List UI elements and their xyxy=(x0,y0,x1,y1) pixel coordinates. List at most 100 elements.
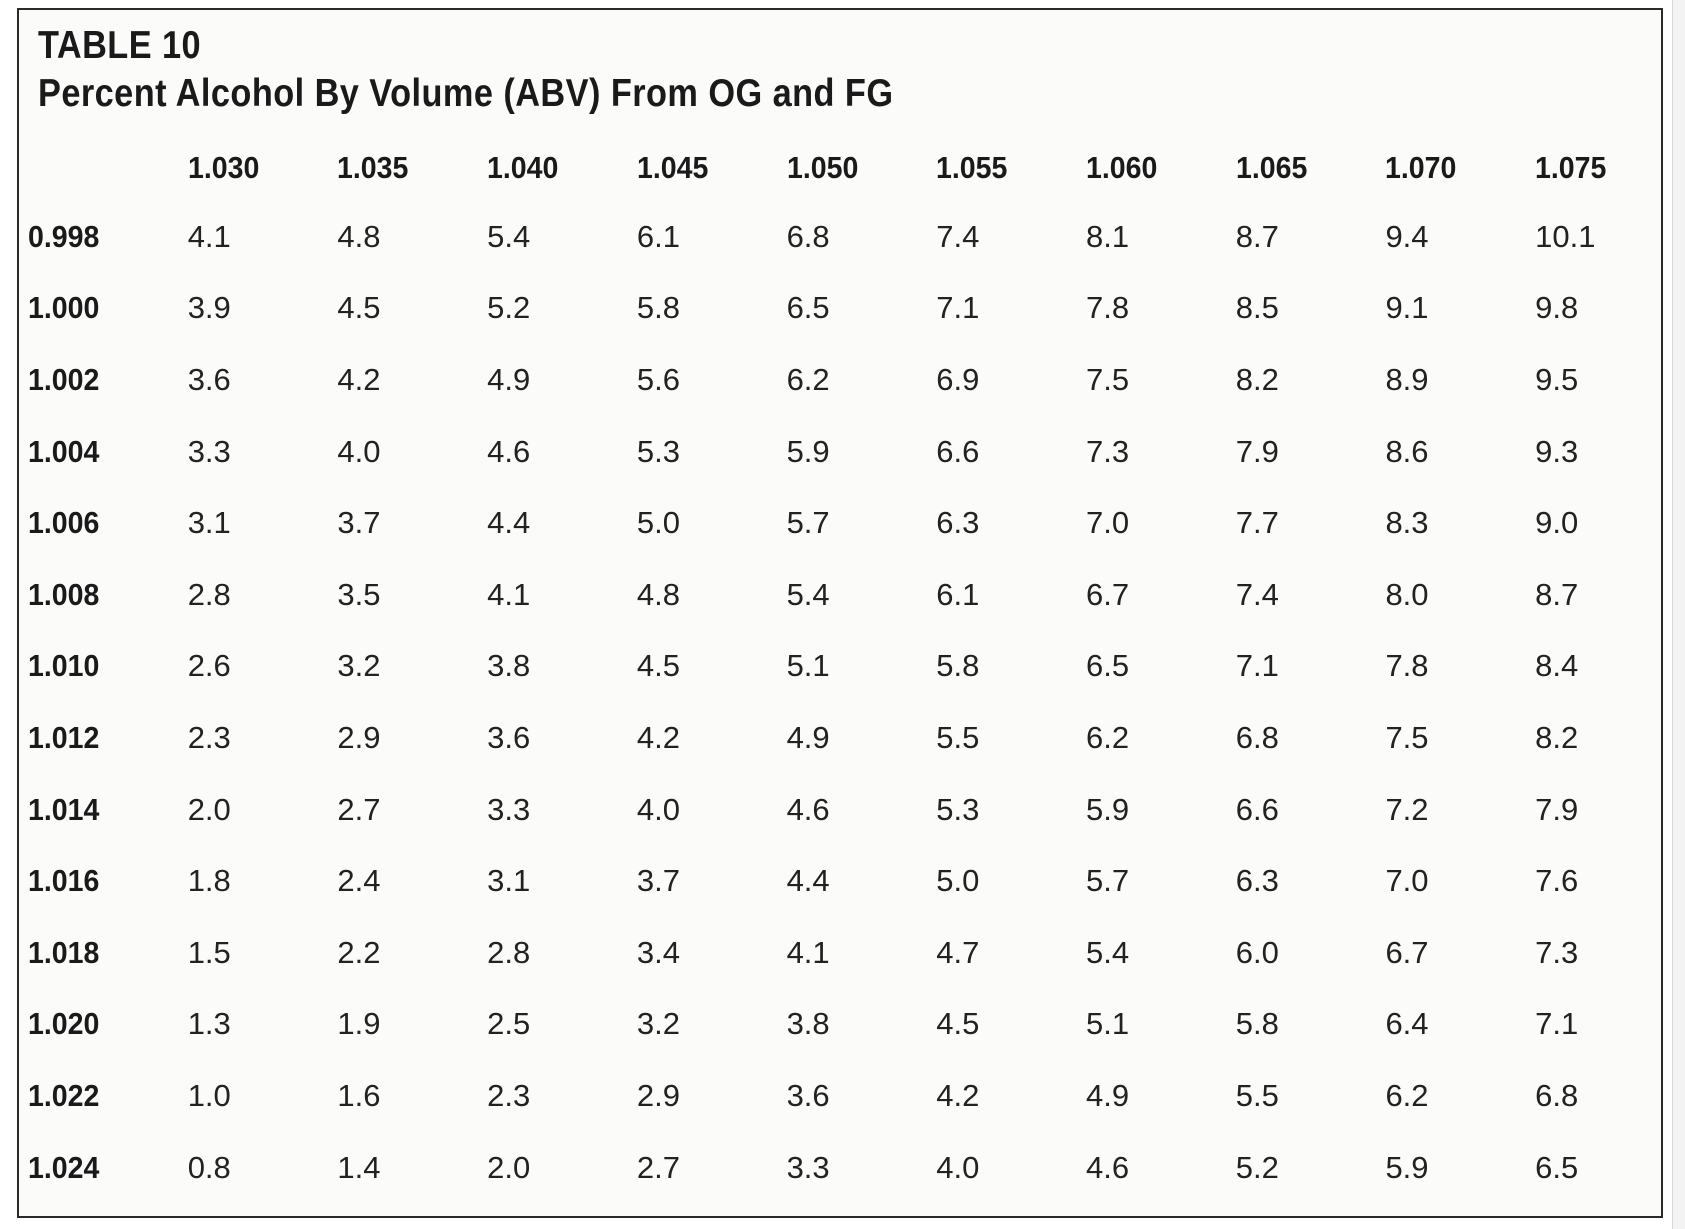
abv-cell: 7.6 xyxy=(1535,863,1579,899)
abv-cell: 7.7 xyxy=(1235,505,1279,541)
abv-cell: 8.7 xyxy=(1535,576,1579,612)
abv-cell: 7.1 xyxy=(1235,648,1279,684)
abv-cell: 7.4 xyxy=(936,218,980,254)
abv-cell: 6.2 xyxy=(1385,1077,1429,1113)
abv-cell: 9.5 xyxy=(1535,361,1579,397)
abv-cell: 6.9 xyxy=(936,361,980,397)
table-row: 1.006 3.1 3.7 4.4 5.0 5.7 6.3 7.0 7.7 8.3 9.0 xyxy=(28,487,1685,559)
abv-cell: 3.6 xyxy=(187,361,231,397)
abv-cell: 1.6 xyxy=(337,1077,381,1113)
abv-cell: 4.6 xyxy=(786,791,830,827)
abv-cell: 5.4 xyxy=(1086,934,1130,970)
abv-cell: 6.3 xyxy=(936,505,980,541)
row-header-fg: 1.012 xyxy=(28,719,100,755)
table-frame xyxy=(17,8,1663,1218)
abv-cell: 5.9 xyxy=(1385,1149,1429,1185)
abv-cell: 4.9 xyxy=(1086,1077,1130,1113)
abv-cell: 2.8 xyxy=(487,934,531,970)
abv-cell: 4.9 xyxy=(487,361,531,397)
abv-cell: 3.6 xyxy=(786,1077,830,1113)
abv-cell: 5.3 xyxy=(636,433,680,469)
table-row: 1.000 3.9 4.5 5.2 5.8 6.5 7.1 7.8 8.5 9.1 9.8 xyxy=(28,273,1685,345)
abv-cell: 8.0 xyxy=(1385,576,1429,612)
abv-cell: 5.7 xyxy=(1086,863,1130,899)
abv-cell: 9.0 xyxy=(1535,505,1579,541)
abv-cell: 5.2 xyxy=(1235,1149,1279,1185)
abv-cell: 8.1 xyxy=(1086,218,1130,254)
abv-cell: 6.8 xyxy=(1235,719,1279,755)
abv-cell: 6.7 xyxy=(1385,934,1429,970)
row-header-fg: 1.002 xyxy=(28,361,100,397)
abv-cell: 4.4 xyxy=(487,505,531,541)
column-header-og: 1.065 xyxy=(1235,150,1308,185)
table-row: 1.008 2.8 3.5 4.1 4.8 5.4 6.1 6.7 7.4 8.0 8.7 xyxy=(28,559,1685,631)
abv-cell: 5.0 xyxy=(636,505,680,541)
abv-cell: 0.8 xyxy=(187,1149,231,1185)
abv-cell: 2.4 xyxy=(337,863,381,899)
table-row: 1.004 3.3 4.0 4.6 5.3 5.9 6.6 7.3 7.9 8.6 9.3 xyxy=(28,416,1685,488)
abv-cell: 6.2 xyxy=(786,361,830,397)
abv-cell: 5.6 xyxy=(636,361,680,397)
abv-cell: 9.4 xyxy=(1385,218,1429,254)
abv-cell: 2.7 xyxy=(636,1149,680,1185)
abv-cell: 4.5 xyxy=(337,290,381,326)
abv-cell: 5.7 xyxy=(786,505,830,541)
abv-cell: 7.8 xyxy=(1385,648,1429,684)
table-row: 1.024 0.8 1.4 2.0 2.7 3.3 4.0 4.6 5.2 5.9 6.5 xyxy=(28,1132,1685,1204)
abv-cell: 7.3 xyxy=(1086,433,1130,469)
row-header-fg: 1.018 xyxy=(28,934,100,970)
table-row: 1.010 2.6 3.2 3.8 4.5 5.1 5.8 6.5 7.1 7.8 8.4 xyxy=(28,631,1685,703)
abv-cell: 5.5 xyxy=(1235,1077,1279,1113)
abv-cell: 4.1 xyxy=(786,934,830,970)
abv-cell: 10.1 xyxy=(1535,218,1596,254)
abv-cell: 1.9 xyxy=(337,1006,381,1042)
abv-cell: 2.7 xyxy=(337,791,381,827)
abv-cell: 5.0 xyxy=(936,863,980,899)
column-header-og: 1.030 xyxy=(187,150,260,185)
row-header-fg: 1.016 xyxy=(28,863,100,899)
abv-cell: 3.2 xyxy=(636,1006,680,1042)
abv-cell: 1.3 xyxy=(187,1006,231,1042)
abv-cell: 5.9 xyxy=(1086,791,1130,827)
table-row: 1.018 1.5 2.2 2.8 3.4 4.1 4.7 5.4 6.0 6.7 7.3 xyxy=(28,917,1685,989)
abv-cell: 7.2 xyxy=(1385,791,1429,827)
abv-cell: 6.7 xyxy=(1086,576,1130,612)
column-header-og: 1.070 xyxy=(1385,150,1457,185)
abv-cell: 3.7 xyxy=(337,505,381,541)
abv-cell: 5.8 xyxy=(636,290,680,326)
abv-cell: 4.6 xyxy=(1086,1149,1130,1185)
table-row: 1.016 1.8 2.4 3.1 3.7 4.4 5.0 5.7 6.3 7.0 7.6 xyxy=(28,845,1685,917)
abv-cell: 4.7 xyxy=(936,934,980,970)
abv-cell: 4.2 xyxy=(936,1077,980,1113)
column-header-og: 1.035 xyxy=(337,150,409,185)
abv-cell: 6.0 xyxy=(1235,934,1279,970)
abv-cell: 4.0 xyxy=(337,433,381,469)
abv-cell: 7.5 xyxy=(1086,361,1130,397)
page-edge xyxy=(1672,0,1685,1229)
abv-cell: 7.8 xyxy=(1086,290,1130,326)
row-header-fg: 1.014 xyxy=(28,791,100,827)
abv-cell: 6.4 xyxy=(1385,1006,1429,1042)
abv-cell: 1.5 xyxy=(187,934,231,970)
abv-cell: 2.0 xyxy=(487,1149,531,1185)
abv-cell: 9.8 xyxy=(1535,290,1579,326)
abv-cell: 7.4 xyxy=(1235,576,1279,612)
abv-cell: 4.1 xyxy=(187,218,231,254)
abv-cell: 5.1 xyxy=(1086,1006,1130,1042)
row-header-fg: 1.008 xyxy=(28,576,100,612)
column-header-og: 1.055 xyxy=(936,150,1008,185)
abv-cell: 6.5 xyxy=(786,290,830,326)
abv-cell: 4.8 xyxy=(636,576,680,612)
row-header-fg: 0.998 xyxy=(28,218,100,254)
abv-table: 1.030 1.035 1.040 1.045 1.050 1.055 1.060 1.065… xyxy=(28,135,1685,1203)
abv-cell: 2.2 xyxy=(337,934,381,970)
table-heading: TABLE 10 Percent Alcohol By Volume (ABV)… xyxy=(38,22,1010,118)
abv-cell: 4.8 xyxy=(337,218,381,254)
row-header-fg: 1.010 xyxy=(28,648,100,684)
abv-cell: 4.6 xyxy=(487,433,531,469)
row-header-fg: 1.022 xyxy=(28,1077,100,1113)
abv-cell: 8.4 xyxy=(1535,648,1579,684)
abv-cell: 3.8 xyxy=(487,648,531,684)
abv-cell: 8.2 xyxy=(1235,361,1279,397)
column-header-og: 1.040 xyxy=(487,150,559,185)
